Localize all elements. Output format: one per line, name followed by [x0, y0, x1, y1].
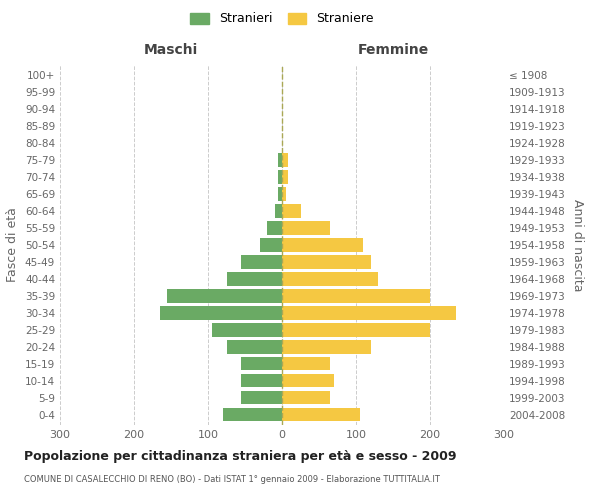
Bar	[267, 222, 282, 234]
Bar	[223, 408, 282, 422]
Bar	[167, 290, 282, 302]
Text: Maschi: Maschi	[144, 42, 198, 56]
Text: Popolazione per cittadinanza straniera per età e sesso - 2009: Popolazione per cittadinanza straniera p…	[24, 450, 457, 463]
Bar	[282, 324, 430, 336]
Bar	[282, 340, 371, 353]
Bar	[282, 204, 301, 218]
Bar	[260, 238, 282, 252]
Bar	[282, 408, 360, 422]
Bar	[282, 290, 430, 302]
Y-axis label: Fasce di età: Fasce di età	[7, 208, 19, 282]
Bar	[275, 204, 282, 218]
Text: Femmine: Femmine	[358, 42, 428, 56]
Legend: Stranieri, Straniere: Stranieri, Straniere	[187, 8, 377, 29]
Bar	[278, 170, 282, 183]
Bar	[282, 391, 330, 404]
Bar	[241, 357, 282, 370]
Bar	[282, 154, 288, 166]
Bar	[227, 340, 282, 353]
Bar	[212, 324, 282, 336]
Bar	[241, 256, 282, 268]
Bar	[282, 256, 371, 268]
Bar	[282, 374, 334, 388]
Bar	[160, 306, 282, 320]
Bar	[282, 170, 288, 183]
Bar	[278, 188, 282, 200]
Bar	[282, 238, 364, 252]
Bar	[278, 154, 282, 166]
Bar	[282, 188, 286, 200]
Bar	[282, 357, 330, 370]
Bar	[282, 222, 330, 234]
Bar	[282, 272, 378, 285]
Text: COMUNE DI CASALECCHIO DI RENO (BO) - Dati ISTAT 1° gennaio 2009 - Elaborazione T: COMUNE DI CASALECCHIO DI RENO (BO) - Dat…	[24, 475, 440, 484]
Bar	[241, 391, 282, 404]
Bar	[282, 306, 456, 320]
Y-axis label: Anni di nascita: Anni di nascita	[571, 198, 584, 291]
Bar	[241, 374, 282, 388]
Bar	[227, 272, 282, 285]
